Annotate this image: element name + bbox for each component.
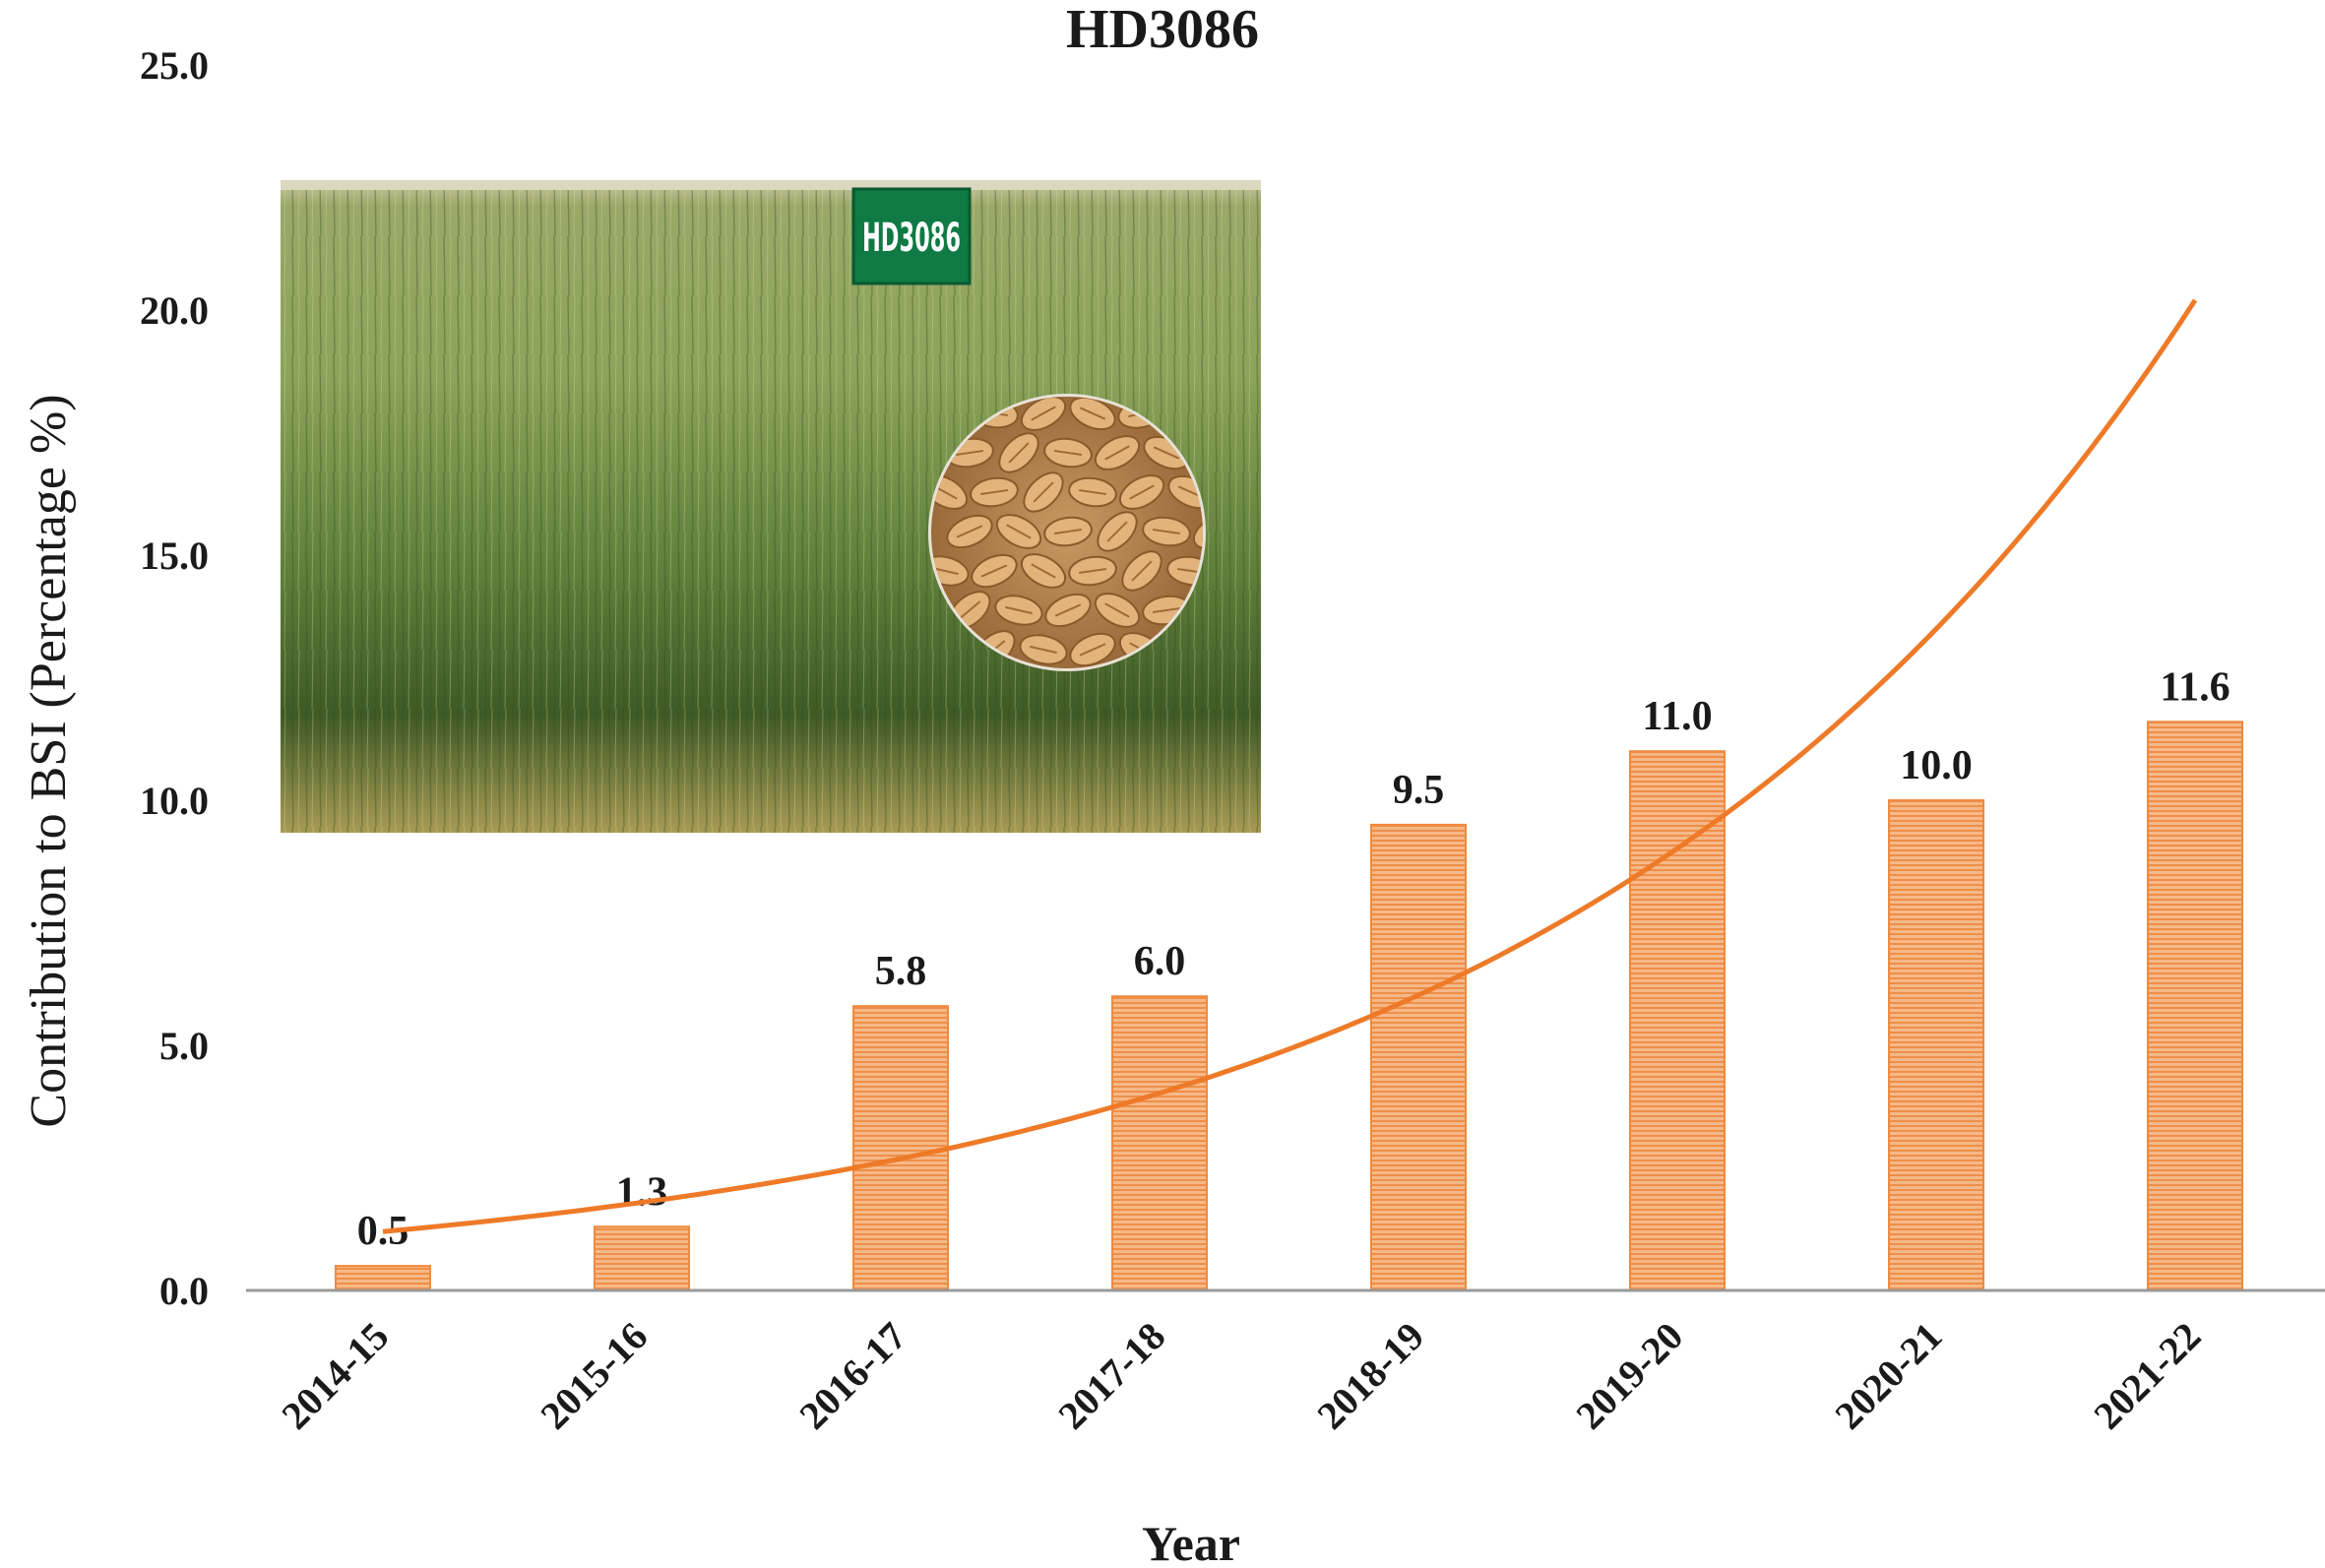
bar	[1111, 995, 1208, 1291]
x-tick-label: 2020-21	[1826, 1314, 1950, 1438]
bar-series	[335, 721, 2243, 1292]
y-tick-label: 0.0	[159, 1269, 209, 1313]
data-label: 10.0	[1900, 743, 1973, 788]
wheat-grain-icon	[928, 394, 1206, 671]
data-label: 11.0	[1642, 694, 1712, 739]
x-tick-labels: 2014-15 2015-16 2016-17 2017-18 2018-19 2019-…	[273, 1314, 2209, 1438]
bar	[852, 1005, 949, 1291]
bar	[335, 1265, 431, 1291]
bar	[1370, 823, 1467, 1292]
bar	[1888, 799, 1984, 1291]
x-tick-label: 2014-15	[273, 1314, 397, 1438]
y-tick-label: 20.0	[140, 288, 209, 333]
svg-text:HD3086: HD3086	[862, 216, 961, 261]
x-tick-label: 2021-22	[2085, 1314, 2209, 1438]
bar	[1629, 750, 1726, 1291]
y-tick-label: 5.0	[159, 1024, 209, 1068]
wheat-field-photo-icon: HD3086	[281, 180, 1261, 833]
x-tick-label: 2015-16	[532, 1314, 656, 1438]
x-tick-label: 2018-19	[1308, 1314, 1432, 1438]
x-tick-label: 2019-20	[1567, 1314, 1691, 1438]
bar	[594, 1225, 690, 1292]
y-tick-label: 15.0	[140, 533, 209, 578]
field-sign: HD3086	[851, 187, 972, 285]
y-tick-labels: 0.0 5.0 10.0 15.0 20.0 25.0	[140, 43, 209, 1313]
data-label: 6.0	[1134, 939, 1186, 984]
data-label: 5.8	[875, 949, 927, 994]
data-label: 11.6	[2160, 664, 2230, 710]
y-tick-label: 25.0	[140, 43, 209, 88]
trend-line	[382, 298, 2198, 1234]
data-label: 9.5	[1393, 768, 1445, 813]
x-axis-label: Year	[1142, 1516, 1240, 1568]
y-tick-label: 10.0	[140, 779, 209, 823]
bar	[2147, 721, 2243, 1291]
x-tick-label: 2017-18	[1049, 1314, 1173, 1438]
data-label: 1.3	[616, 1169, 668, 1215]
x-tick-label: 2016-17	[790, 1314, 914, 1438]
chart-title: HD3086	[1066, 0, 1259, 60]
y-axis-label: Contribution to BSI (Percentage %)	[21, 394, 77, 1127]
